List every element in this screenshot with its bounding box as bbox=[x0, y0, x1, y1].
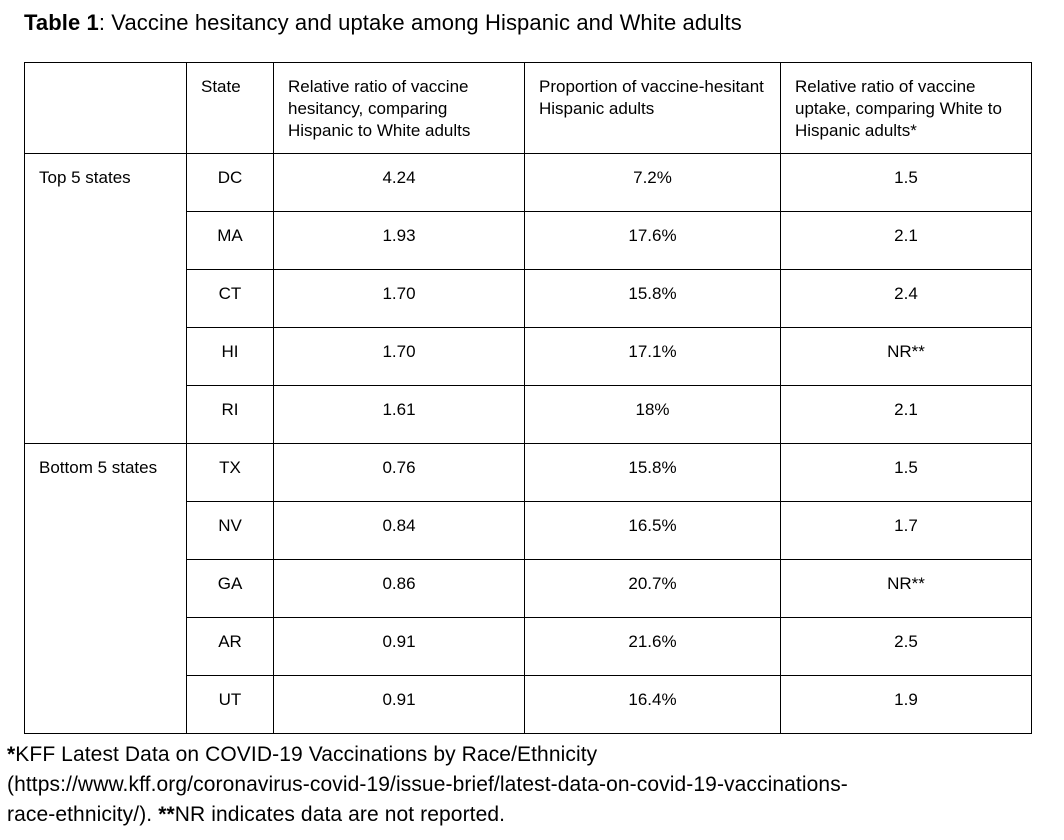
hesitant-proportion-cell: 21.6% bbox=[524, 617, 781, 676]
state-cell: NV bbox=[186, 501, 274, 560]
table-body: Top 5 states DC 4.24 7.2% 1.5 MA 1.93 17.6% 2.1 C… bbox=[24, 153, 1032, 734]
uptake-ratio-cell: 1.7 bbox=[780, 501, 1032, 560]
column-header-uptake-ratio: Relative ratio of vaccine uptake, compar… bbox=[780, 62, 1032, 154]
hesitancy-ratio-cell: 0.86 bbox=[273, 559, 525, 618]
hesitancy-ratio-cell: 4.24 bbox=[273, 153, 525, 212]
state-cell: GA bbox=[186, 559, 274, 618]
footnote-marker: * bbox=[7, 743, 16, 766]
footnote-line: race-ethnicity/). **NR indicates data ar… bbox=[7, 800, 1054, 830]
state-cell: HI bbox=[186, 327, 274, 386]
table-row: RI 1.61 18% 2.1 bbox=[25, 385, 1032, 444]
uptake-ratio-cell: 2.4 bbox=[780, 269, 1032, 328]
row-group-label: Top 5 states bbox=[24, 153, 187, 444]
uptake-ratio-cell: 1.5 bbox=[780, 443, 1032, 502]
hesitant-proportion-cell: 16.4% bbox=[524, 675, 781, 734]
hesitant-proportion-cell: 17.1% bbox=[524, 327, 781, 386]
table-row: AR 0.91 21.6% 2.5 bbox=[25, 617, 1032, 676]
footnote-marker: ** bbox=[158, 803, 175, 826]
uptake-ratio-cell: NR** bbox=[780, 327, 1032, 386]
hesitant-proportion-cell: 18% bbox=[524, 385, 781, 444]
uptake-ratio-cell: 2.1 bbox=[780, 385, 1032, 444]
table-row: UT 0.91 16.4% 1.9 bbox=[25, 675, 1032, 734]
column-header-hesitancy-ratio: Relative ratio of vaccine hesitancy, com… bbox=[273, 62, 525, 154]
state-cell: AR bbox=[186, 617, 274, 676]
uptake-ratio-cell: 1.5 bbox=[780, 153, 1032, 212]
hesitant-proportion-cell: 15.8% bbox=[524, 269, 781, 328]
table-title-number: Table 1 bbox=[24, 10, 99, 35]
hesitancy-ratio-cell: 1.93 bbox=[273, 211, 525, 270]
table-title-text: : Vaccine hesitancy and uptake among His… bbox=[98, 10, 742, 35]
hesitant-proportion-cell: 7.2% bbox=[524, 153, 781, 212]
table-row: HI 1.70 17.1% NR** bbox=[25, 327, 1032, 386]
column-header-state: State bbox=[186, 62, 274, 154]
state-cell: RI bbox=[186, 385, 274, 444]
table-row: Top 5 states DC 4.24 7.2% 1.5 bbox=[24, 153, 1032, 444]
state-cell: MA bbox=[186, 211, 274, 270]
table-header-row: State Relative ratio of vaccine hesitanc… bbox=[24, 62, 1032, 154]
column-header-group bbox=[24, 62, 187, 154]
hesitancy-ratio-cell: 0.91 bbox=[273, 617, 525, 676]
footnote-text: NR indicates data are not reported. bbox=[174, 803, 506, 826]
hesitancy-ratio-cell: 0.76 bbox=[273, 443, 525, 502]
table-row: MA 1.93 17.6% 2.1 bbox=[25, 211, 1032, 270]
state-cell: DC bbox=[186, 153, 274, 212]
footnote-text: (https://www.kff.org/coronavirus-covid-1… bbox=[7, 773, 848, 796]
hesitancy-ratio-cell: 1.70 bbox=[273, 327, 525, 386]
footnote-text: race-ethnicity/). bbox=[7, 803, 159, 826]
uptake-ratio-cell: 2.5 bbox=[780, 617, 1032, 676]
table-row: Bottom 5 states TX 0.76 15.8% 1.5 bbox=[24, 443, 1032, 734]
table-title: Table 1: Vaccine hesitancy and uptake am… bbox=[24, 10, 1064, 36]
column-header-hesitant-proportion: Proportion of vaccine-hesitant Hispanic … bbox=[524, 62, 781, 154]
hesitancy-ratio-cell: 0.91 bbox=[273, 675, 525, 734]
hesitant-proportion-cell: 17.6% bbox=[524, 211, 781, 270]
footnote-line: (https://www.kff.org/coronavirus-covid-1… bbox=[7, 770, 1054, 800]
hesitant-proportion-cell: 20.7% bbox=[524, 559, 781, 618]
hesitant-proportion-cell: 15.8% bbox=[524, 443, 781, 502]
data-table: State Relative ratio of vaccine hesitanc… bbox=[24, 62, 1032, 734]
uptake-ratio-cell: 2.1 bbox=[780, 211, 1032, 270]
uptake-ratio-cell: 1.9 bbox=[780, 675, 1032, 734]
row-group-label: Bottom 5 states bbox=[24, 443, 187, 734]
hesitancy-ratio-cell: 1.61 bbox=[273, 385, 525, 444]
footnote-text: KFF Latest Data on COVID-19 Vaccinations… bbox=[15, 743, 598, 766]
hesitancy-ratio-cell: 1.70 bbox=[273, 269, 525, 328]
table-row: GA 0.86 20.7% NR** bbox=[25, 559, 1032, 618]
footnote-line: *KFF Latest Data on COVID-19 Vaccination… bbox=[7, 740, 1054, 770]
table-row: NV 0.84 16.5% 1.7 bbox=[25, 501, 1032, 560]
hesitant-proportion-cell: 16.5% bbox=[524, 501, 781, 560]
uptake-ratio-cell: NR** bbox=[780, 559, 1032, 618]
footnote: *KFF Latest Data on COVID-19 Vaccination… bbox=[7, 740, 1054, 830]
hesitancy-ratio-cell: 0.84 bbox=[273, 501, 525, 560]
state-cell: UT bbox=[186, 675, 274, 734]
state-cell: TX bbox=[186, 443, 274, 502]
document-page: Table 1: Vaccine hesitancy and uptake am… bbox=[0, 10, 1064, 840]
state-cell: CT bbox=[186, 269, 274, 328]
table-row: CT 1.70 15.8% 2.4 bbox=[25, 269, 1032, 328]
